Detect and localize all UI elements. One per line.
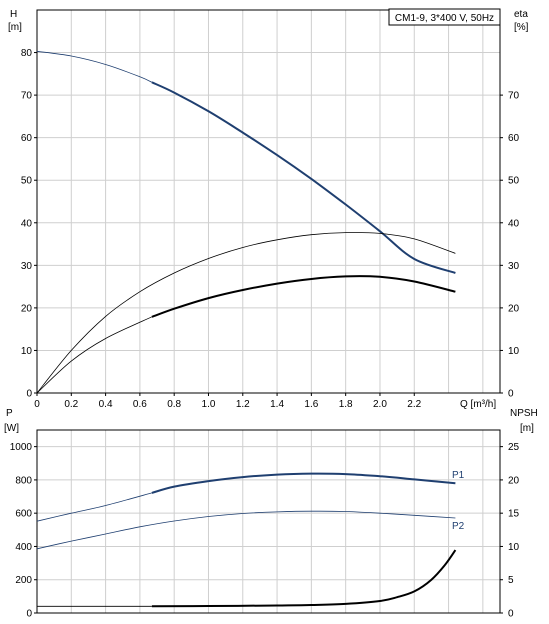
left-tick-label: 80 [21,48,33,59]
right-tick-label: 20 [508,303,520,314]
head-efficiency-chart: 0 10 20 30 40 50 60 70 80 0 10 20 30 40 50 60 70 0 0.2 0.4 0… [21,9,520,410]
x-tick-label: 2.2 [407,399,421,410]
power-npsh-chart: 0 200 400 600 800 1000 0 5 10 15 20 25 [10,429,520,620]
x-tick-label: 1.4 [270,399,284,410]
x-tick-label: 0.2 [64,399,78,410]
flow-axis-title: Q [m³/h] [460,399,496,410]
right-tick-label: 10 [508,346,520,357]
right-tick-label: 25 [508,442,520,453]
series-0-2-line-operating-range [151,275,456,318]
npsh-axis-unit: [m] [520,423,534,434]
plot-frame [36,429,501,614]
x-tick-label: 1.0 [202,399,216,410]
series-0-1-line [36,232,456,394]
left-tick-label: 50 [21,176,33,187]
left-tick-label: 20 [21,303,33,314]
eta-axis-title: eta [514,9,528,20]
series-1-2-line-operating-range [151,549,457,608]
left-tick-label: 1000 [10,442,33,453]
left-tick-label: 60 [21,133,33,144]
chart-title: CM1-9, 3*400 V, 50Hz [395,13,494,24]
left-tick-label: 10 [21,346,33,357]
right-tick-label: 50 [508,176,520,187]
head-axis-unit: [m] [8,22,22,33]
x-tick-label: 1.6 [304,399,318,410]
series-1-1-line [36,510,456,550]
series-1-0-line [36,492,153,522]
series-1-0-line-operating-range [151,472,456,494]
x-tick-label: 1.2 [236,399,250,410]
right-tick-label: 40 [508,218,520,229]
right-tick-label: 30 [508,261,520,272]
head-axis-title: H [10,9,17,20]
left-tick-label: 600 [15,509,32,520]
left-tick-label: 200 [15,575,32,586]
eta-axis-unit: [%] [514,22,529,33]
right-tick-label: 5 [508,575,514,586]
x-tick-label: 0.6 [133,399,147,410]
left-tick-label: 800 [15,475,32,486]
left-tick-label: 70 [21,91,33,102]
power-axis-unit: [W] [4,423,19,434]
p1-series-label: P1 [452,470,465,481]
right-tick-label: 0 [508,389,514,400]
right-tick-label: 10 [508,542,520,553]
npsh-axis-title: NPSH [510,408,538,419]
left-tick-label: 0 [26,389,32,400]
x-tick-label: 2.0 [373,399,387,410]
left-tick-label: 400 [15,542,32,553]
x-tick-label: 0.4 [99,399,113,410]
power-axis-title: P [6,408,13,419]
left-tick-label: 0 [26,609,32,620]
right-tick-label: 70 [508,91,520,102]
title-box [388,8,501,26]
x-tick-label: 0 [34,399,40,410]
right-tick-label: 20 [508,475,520,486]
x-tick-label: 1.8 [339,399,353,410]
right-tick-label: 60 [508,133,520,144]
right-tick-label: 0 [508,609,514,620]
plot-frame [36,9,501,394]
series-0-0-line-operating-range [151,81,456,274]
series-0-0-line [36,50,153,83]
left-tick-label: 30 [21,261,33,272]
series-0-2-line [36,316,153,394]
x-tick-label: 0.8 [167,399,181,410]
left-tick-label: 40 [21,218,33,229]
p2-series-label: P2 [452,521,465,532]
right-tick-label: 15 [508,509,520,520]
